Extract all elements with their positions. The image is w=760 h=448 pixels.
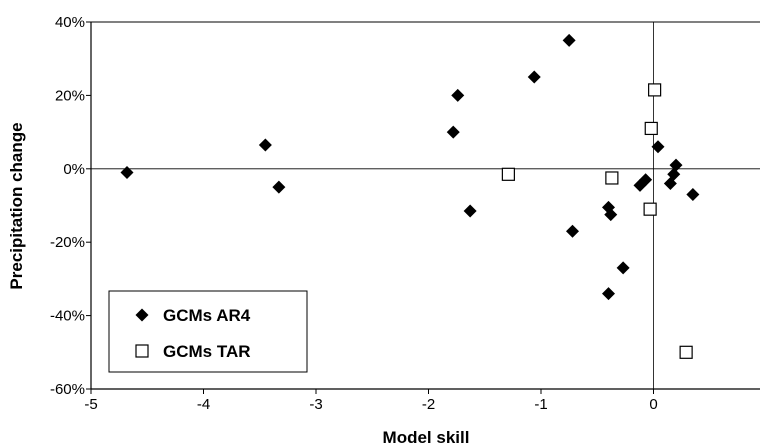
ar4-data-point (602, 287, 615, 301)
ar4-data-point (258, 138, 272, 152)
legend-diamond-marker (135, 308, 149, 322)
x-tick-label: -5 (84, 396, 97, 413)
y-tick-label: 40% (55, 14, 85, 31)
y-axis-title: Precipitation change (7, 122, 26, 289)
legend-label: GCMs AR4 (163, 306, 251, 325)
ar4-data-point (651, 140, 665, 154)
ar4-data-point (451, 88, 465, 102)
ar4-data-point (686, 187, 700, 201)
data-points (120, 33, 700, 359)
y-tick-label: 0% (63, 161, 85, 178)
x-tick-label: -3 (309, 396, 322, 413)
ar4-data-point (616, 261, 630, 275)
x-tick-label: 0 (649, 396, 657, 413)
ar4-data-point (667, 167, 681, 181)
tar-data-point (643, 202, 657, 216)
ar4-data-point (527, 70, 541, 84)
ar4-data-point (669, 158, 683, 172)
tar-data-point (648, 83, 662, 97)
tar-data-point (501, 167, 515, 181)
ar4-data-point (272, 180, 286, 194)
legend-box (108, 290, 308, 373)
ar4-data-point (566, 224, 579, 238)
x-tick-label: -1 (534, 396, 547, 413)
ar4-data-point (562, 33, 576, 47)
tar-data-point (605, 171, 619, 185)
tar-data-point (644, 121, 658, 136)
y-tick-label: 20% (55, 87, 85, 104)
ar4-data-point (446, 125, 460, 139)
x-tick-label: -2 (422, 396, 435, 413)
y-tick-label: -20% (50, 234, 85, 251)
ar4-data-point (120, 165, 134, 179)
ar4-data-point (463, 204, 477, 218)
legend-label: GCMs TAR (163, 342, 251, 361)
ar4-data-point (604, 208, 618, 222)
legend: GCMs AR4 GCMs TAR (108, 290, 308, 373)
x-tick-label: -4 (197, 396, 210, 413)
x-axis-title: Model skill (383, 428, 470, 447)
tar-data-point (679, 345, 693, 359)
y-tick-label: -40% (50, 308, 85, 325)
legend-square-marker (135, 344, 149, 358)
tick-labels: -60%-40%-20%0%20%40%-5-4-3-2-101 (50, 14, 658, 413)
ar4-data-point (639, 173, 653, 187)
y-tick-label: -60% (50, 381, 85, 398)
